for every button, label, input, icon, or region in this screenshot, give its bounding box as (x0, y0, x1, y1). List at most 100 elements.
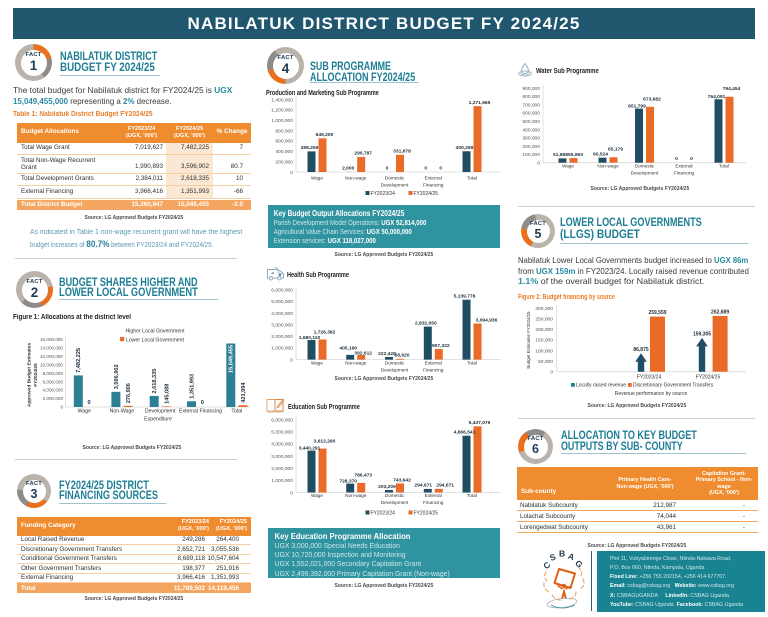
svg-text:3,094,936: 3,094,936 (476, 317, 498, 323)
svg-text:Non-wage: Non-wage (597, 164, 619, 169)
svg-text:1,000,000: 1,000,000 (271, 346, 293, 352)
svg-text:Development: Development (381, 183, 409, 188)
svg-text:400,000: 400,000 (275, 149, 293, 155)
svg-text:Budget Estimates FY2024/25: Budget Estimates FY2024/25 (526, 311, 531, 369)
svg-text:700,000: 700,000 (522, 102, 540, 108)
svg-text:900,000: 900,000 (522, 86, 540, 92)
svg-text:4,000,000: 4,000,000 (43, 388, 64, 393)
svg-text:0: 0 (537, 161, 540, 167)
svg-text:Financing: Financing (674, 171, 695, 176)
svg-text:G: G (573, 558, 585, 570)
svg-text:0: 0 (690, 156, 693, 162)
svg-text:FY2024/25: FY2024/25 (696, 375, 721, 381)
svg-text:392,612: 392,612 (354, 350, 372, 356)
svg-text:Financing: Financing (423, 500, 444, 505)
svg-text:0: 0 (675, 156, 678, 162)
svg-text:S: S (548, 551, 557, 563)
svg-text:1,200,000: 1,200,000 (271, 108, 293, 114)
svg-text:651,799: 651,799 (628, 103, 646, 109)
svg-text:2,618,335: 2,618,335 (152, 369, 158, 394)
svg-text:4,000,000: 4,000,000 (271, 311, 293, 317)
svg-text:Lower Local Government: Lower Local Government (126, 338, 185, 344)
svg-text:262,689: 262,689 (711, 309, 729, 315)
svg-text:203,209: 203,209 (378, 484, 396, 490)
svg-text:728,370: 728,370 (339, 478, 357, 484)
svg-text:Financing: Financing (423, 183, 444, 188)
svg-text:51,858: 51,858 (553, 152, 568, 158)
svg-text:290,787: 290,787 (354, 151, 372, 157)
svg-text:FY2023/24: FY2023/24 (637, 375, 662, 381)
svg-text:764,091: 764,091 (708, 94, 726, 100)
svg-text:Total: Total (467, 361, 477, 366)
svg-text:400,000: 400,000 (522, 127, 540, 133)
svg-text:100,000: 100,000 (522, 152, 540, 158)
svg-text:1,400,000: 1,400,000 (271, 97, 293, 103)
svg-text:7,482,225: 7,482,225 (76, 348, 82, 373)
svg-text:External: External (425, 361, 442, 366)
svg-text:3,612,290: 3,612,290 (314, 438, 336, 444)
svg-text:A: A (567, 551, 576, 563)
svg-text:Total: Total (467, 176, 477, 181)
svg-text:Wage: Wage (78, 409, 91, 415)
svg-text:743,642: 743,642 (393, 477, 411, 483)
svg-text:5,000,000: 5,000,000 (271, 430, 293, 436)
svg-text:0: 0 (386, 165, 389, 171)
svg-text:5,437,076: 5,437,076 (469, 420, 491, 426)
svg-text:Wage: Wage (311, 493, 323, 498)
svg-text:External: External (425, 176, 442, 181)
svg-text:6,000,000: 6,000,000 (271, 288, 293, 294)
svg-text:68,620: 68,620 (395, 353, 410, 359)
svg-text:294,671: 294,671 (414, 483, 432, 489)
svg-text:0: 0 (424, 165, 427, 171)
svg-text:1,680,110: 1,680,110 (299, 335, 321, 341)
svg-text:10,000,000: 10,000,000 (40, 362, 63, 367)
svg-text:0: 0 (290, 170, 293, 176)
svg-text:16,000,000: 16,000,000 (40, 337, 63, 342)
svg-text:250,000: 250,000 (535, 316, 553, 322)
svg-text:600,000: 600,000 (275, 139, 293, 145)
svg-text:14,000,000: 14,000,000 (40, 346, 63, 351)
svg-text:200,000: 200,000 (522, 144, 540, 150)
svg-text:398,269: 398,269 (301, 145, 319, 151)
svg-text:65,179: 65,179 (608, 147, 623, 153)
svg-text:15,049,455: 15,049,455 (229, 345, 235, 373)
svg-text:4,666,541: 4,666,541 (454, 430, 476, 436)
svg-text:Domestic: Domestic (385, 361, 405, 366)
svg-text:800,000: 800,000 (275, 128, 293, 134)
svg-text:300,000: 300,000 (535, 306, 553, 312)
svg-text:Development: Development (381, 500, 409, 505)
svg-text:Domestic: Domestic (635, 164, 655, 169)
svg-text:800,000: 800,000 (522, 94, 540, 100)
svg-text:0: 0 (290, 490, 293, 496)
svg-text:3,440,291: 3,440,291 (299, 445, 321, 451)
svg-text:Development: Development (381, 368, 409, 373)
svg-text:1,000,000: 1,000,000 (271, 118, 293, 124)
svg-text:2,000,000: 2,000,000 (43, 396, 64, 401)
svg-text:Non-wage: Non-wage (345, 361, 367, 366)
svg-text:Revenue performance by source: Revenue performance by source (615, 391, 688, 397)
svg-text:Non-Wage: Non-Wage (110, 409, 135, 415)
svg-text:1,351,993: 1,351,993 (189, 374, 195, 399)
svg-text:FY2023/24: FY2023/24 (371, 191, 396, 197)
svg-text:Wage: Wage (311, 176, 323, 181)
svg-text:200,000: 200,000 (535, 327, 553, 333)
svg-text:External: External (425, 493, 442, 498)
svg-text:Domestic: Domestic (385, 176, 405, 181)
svg-text:Total: Total (719, 164, 729, 169)
svg-text:0: 0 (201, 400, 204, 406)
svg-text:Total: Total (231, 409, 242, 415)
svg-text:0: 0 (88, 400, 91, 406)
svg-text:55,993: 55,993 (568, 152, 583, 158)
svg-text:Locally raised revenue: Locally raised revenue (576, 383, 626, 389)
svg-text:649,200: 649,200 (316, 132, 334, 138)
svg-text:5,000,000: 5,000,000 (271, 299, 293, 305)
svg-text:Discretionary Government Trans: Discretionary Government Transfers (633, 383, 714, 389)
svg-text:Non-wage: Non-wage (345, 176, 367, 181)
svg-text:3,000,000: 3,000,000 (271, 322, 293, 328)
svg-text:Financing: Financing (423, 368, 444, 373)
svg-text:8,000,000: 8,000,000 (43, 371, 64, 376)
svg-text:600,000: 600,000 (522, 111, 540, 117)
svg-text:4,000,000: 4,000,000 (271, 442, 293, 448)
svg-text:Wage: Wage (311, 361, 323, 366)
svg-text:External: External (675, 164, 692, 169)
